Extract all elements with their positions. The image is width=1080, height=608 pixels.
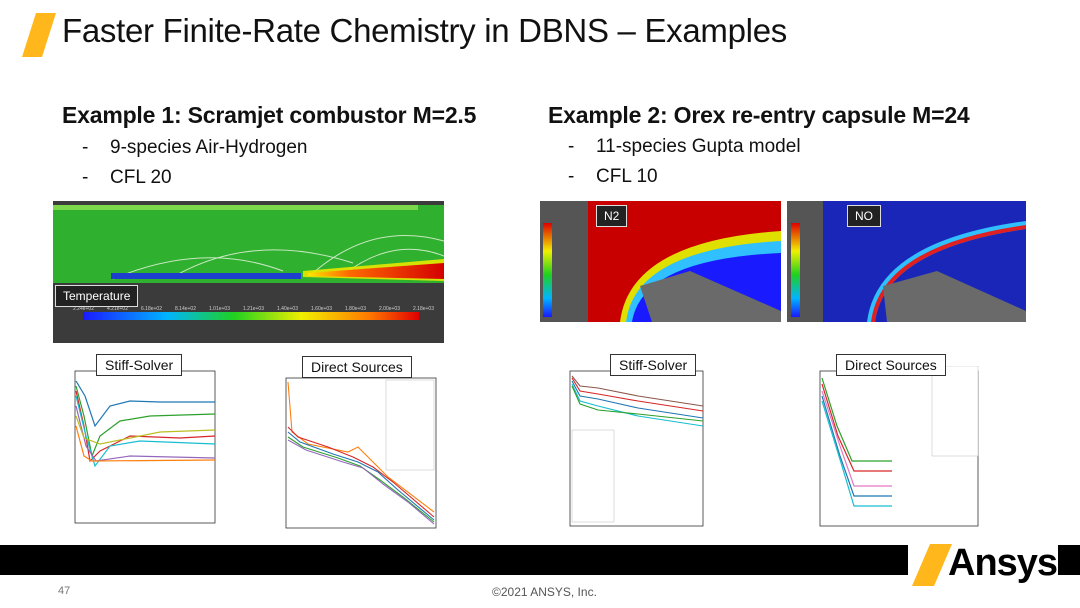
example1-heading: Example 1: Scramjet combustor M=2.5: [62, 102, 477, 128]
colorbar-tick-label: 6.18e+02: [141, 306, 162, 312]
example2-bullet: -11-species Gupta model: [568, 136, 801, 157]
n2-tag: N2: [596, 205, 628, 227]
colorbar-tick-label: 4.21e+02: [107, 306, 128, 312]
colorbar-tick-label: 2.24e+02: [73, 306, 94, 312]
scramjet-temperature-contour: 2.24e+02 4.21e+02 6.18e+02 8.14e+02 1.01e+03…: [53, 201, 444, 343]
colorbar-tick-label: 8.14e+02: [175, 306, 196, 312]
example1-direct-sources-label: Direct Sources: [302, 356, 412, 378]
ansys-logo: [908, 540, 1058, 590]
copyright: ©2021 ANSYS, Inc.: [492, 585, 597, 599]
colorbar-tick-label: 1.01e+03: [209, 306, 230, 312]
no-tag: NO: [847, 205, 881, 227]
footer-bar: [0, 545, 1080, 575]
colorbar-tick-label: 1.40e+03: [277, 306, 298, 312]
colorbar-tick-label: 1.80e+03: [345, 306, 366, 312]
residual-plot-image: [819, 366, 979, 527]
colorbar-tick-label: 1.21e+03: [243, 306, 264, 312]
residual-plot-image: [285, 377, 437, 529]
ansys-logo-text: Ansys: [948, 542, 1058, 584]
orex-no-contour: NO: [787, 201, 1026, 322]
orex-n2-image: [540, 201, 781, 322]
example2-heading: Example 2: Orex re-entry capsule M=24: [548, 102, 970, 128]
example1-direct-sources-plot: [258, 372, 440, 540]
slide-title: Faster Finite-Rate Chemistry in DBNS – E…: [62, 12, 787, 49]
residual-plot-image: [74, 370, 216, 524]
example1-bullet: -9-species Air-Hydrogen: [82, 137, 308, 158]
example1-stiff-solver-plot: [40, 366, 220, 538]
ansys-slash-icon: [912, 544, 952, 586]
temperature-tag: Temperature: [55, 285, 139, 307]
page-number: 47: [58, 585, 71, 597]
colorbar-tick-label: 2.18e+03: [413, 306, 434, 312]
scramjet-contour-image: 2.24e+02 4.21e+02 6.18e+02 8.14e+02 1.01e+03…: [53, 205, 444, 343]
colorbar-tick-label: 2.00e+03: [379, 306, 400, 312]
residual-plot-image: [569, 370, 704, 527]
example2-bullet: - CFL 10: [568, 166, 658, 187]
example2-direct-sources-plot: [792, 366, 982, 538]
accent-slash-icon: [22, 13, 56, 57]
example2-direct-sources-label: Direct Sources: [836, 354, 946, 376]
orex-n2-contour: N2: [540, 201, 781, 322]
example2-stiff-solver-label: Stiff-Solver: [610, 354, 697, 376]
example1-stiff-solver-label: Stiff-Solver: [96, 354, 183, 376]
example2-stiff-solver-plot: [538, 366, 706, 538]
example1-bullet: - CFL 20: [82, 167, 172, 188]
colorbar-tick-label: 1.60e+03: [311, 306, 332, 312]
orex-no-image: [787, 201, 1026, 322]
